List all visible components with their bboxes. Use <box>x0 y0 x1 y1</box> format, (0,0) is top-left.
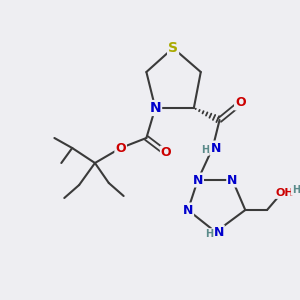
Text: OH: OH <box>275 188 294 198</box>
Text: N: N <box>193 173 203 187</box>
Text: H: H <box>205 229 213 239</box>
Text: O: O <box>235 97 246 110</box>
Text: H: H <box>201 145 209 155</box>
Text: N: N <box>149 101 161 115</box>
Text: O: O <box>161 146 172 160</box>
Text: N: N <box>210 142 221 154</box>
Text: N: N <box>213 226 224 238</box>
Text: H: H <box>292 185 300 195</box>
Text: N: N <box>227 173 238 187</box>
Text: N: N <box>183 203 193 217</box>
Text: S: S <box>168 41 178 55</box>
Text: O: O <box>116 142 126 154</box>
